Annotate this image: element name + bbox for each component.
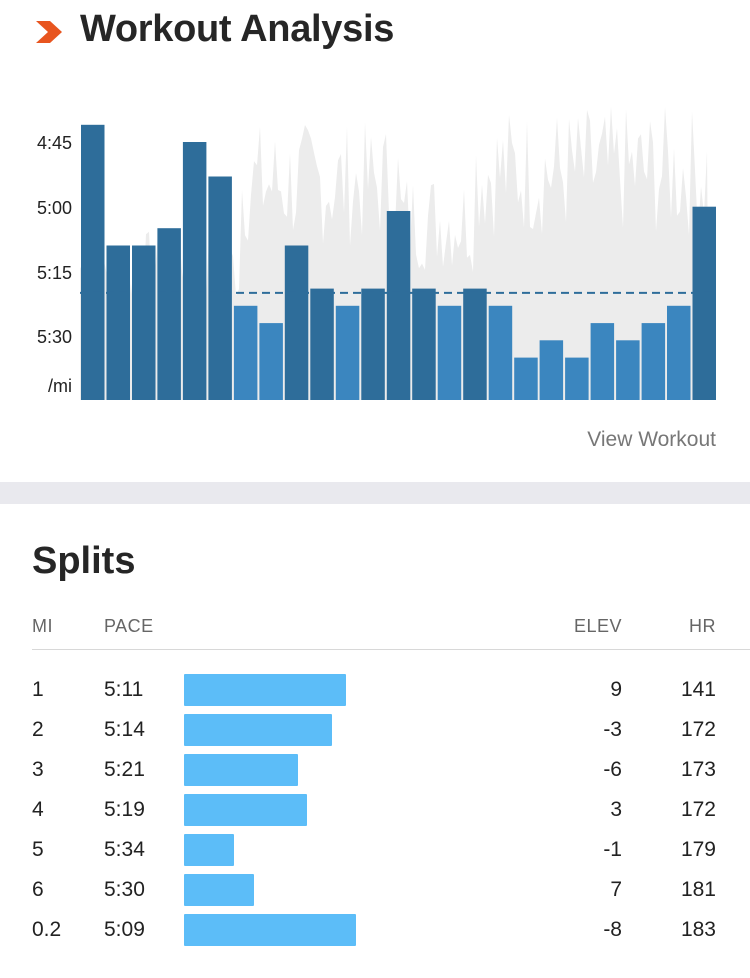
column-header-pace: PACE bbox=[104, 616, 154, 636]
split-heart-rate: 172 bbox=[680, 718, 716, 741]
split-pace: 5:21 bbox=[104, 758, 145, 781]
split-row[interactable]: 3 5:21 -6 173 bbox=[0, 750, 750, 790]
split-pace: 5:09 bbox=[104, 918, 145, 941]
pace-bar[interactable] bbox=[667, 305, 691, 400]
split-mile: 5 bbox=[32, 838, 44, 861]
split-pace-bar bbox=[184, 834, 235, 866]
pace-bar[interactable] bbox=[132, 245, 156, 401]
pace-bar[interactable] bbox=[463, 288, 487, 400]
pace-bar[interactable] bbox=[616, 340, 640, 400]
split-heart-rate: 181 bbox=[680, 878, 716, 901]
pace-bar[interactable] bbox=[565, 357, 589, 400]
pace-bar[interactable] bbox=[641, 323, 666, 400]
pace-bar[interactable] bbox=[182, 142, 207, 400]
pace-bar[interactable] bbox=[539, 340, 564, 400]
y-unit-label: /mi bbox=[48, 376, 72, 396]
header-divider bbox=[32, 649, 750, 650]
split-mile: 1 bbox=[32, 678, 44, 701]
split-elevation: 7 bbox=[610, 878, 622, 901]
pace-bar[interactable] bbox=[335, 305, 360, 400]
split-row[interactable]: 0.2 5:09 -8 183 bbox=[0, 910, 750, 950]
split-row[interactable]: 1 5:11 9 141 bbox=[0, 670, 750, 710]
split-pace-bar bbox=[184, 674, 347, 706]
split-mile: 4 bbox=[32, 798, 44, 821]
pace-bar[interactable] bbox=[233, 305, 258, 400]
split-row[interactable]: 4 5:19 3 172 bbox=[0, 790, 750, 830]
split-heart-rate: 141 bbox=[680, 678, 716, 701]
y-tick-label: 4:45 bbox=[36, 133, 72, 153]
split-pace-bar bbox=[184, 714, 332, 746]
split-pace: 5:11 bbox=[104, 678, 144, 701]
split-row[interactable]: 5 5:34 -1 179 bbox=[0, 830, 750, 870]
split-heart-rate: 173 bbox=[680, 758, 716, 781]
pace-bar[interactable] bbox=[310, 288, 334, 400]
split-pace: 5:30 bbox=[104, 878, 145, 901]
split-elevation: -6 bbox=[603, 758, 622, 781]
split-elevation: -1 bbox=[603, 838, 622, 861]
split-elevation: -3 bbox=[603, 718, 622, 741]
splits-title: Splits bbox=[32, 540, 136, 582]
pace-bar[interactable] bbox=[692, 206, 717, 400]
y-tick-label: 5:00 bbox=[36, 198, 72, 218]
section-divider bbox=[0, 482, 750, 504]
pace-bar[interactable] bbox=[208, 176, 232, 401]
split-heart-rate: 183 bbox=[680, 918, 716, 941]
split-pace: 5:14 bbox=[104, 718, 145, 741]
pace-bar[interactable] bbox=[437, 305, 462, 400]
workout-analysis-card: Workout Analysis 4:45 5:00 5:15 5:30 /mi… bbox=[0, 0, 750, 482]
split-row[interactable]: 2 5:14 -3 172 bbox=[0, 710, 750, 750]
split-pace-bar bbox=[184, 914, 356, 946]
pace-bar[interactable] bbox=[590, 323, 615, 400]
split-pace: 5:34 bbox=[104, 838, 145, 861]
pace-bar[interactable] bbox=[412, 288, 436, 400]
pace-bar[interactable] bbox=[157, 228, 181, 400]
split-pace-bar bbox=[184, 754, 298, 786]
split-elevation: 9 bbox=[610, 678, 622, 701]
split-row[interactable]: 6 5:30 7 181 bbox=[0, 870, 750, 910]
strava-chevron-icon bbox=[36, 21, 62, 43]
pace-bar[interactable] bbox=[284, 245, 309, 401]
pace-bar[interactable] bbox=[386, 211, 411, 400]
split-heart-rate: 179 bbox=[680, 838, 716, 861]
pace-chart[interactable] bbox=[0, 70, 750, 410]
column-header-hr: HR bbox=[689, 616, 716, 636]
split-heart-rate: 172 bbox=[680, 798, 716, 821]
view-workout-link[interactable]: View Workout bbox=[587, 428, 716, 451]
split-elevation: -8 bbox=[603, 918, 622, 941]
y-tick-label: 5:15 bbox=[36, 263, 72, 283]
splits-card: Splits MI PACE ELEV HR 1 5:11 9 141 2 5:14 -3 1… bbox=[0, 504, 750, 978]
column-header-mi: MI bbox=[32, 616, 53, 636]
split-elevation: 3 bbox=[610, 798, 622, 821]
y-tick-label: 5:30 bbox=[36, 327, 72, 347]
split-mile: 2 bbox=[32, 718, 44, 741]
pace-bar[interactable] bbox=[514, 357, 538, 400]
split-mile: 3 bbox=[32, 758, 44, 781]
pace-bar[interactable] bbox=[488, 305, 513, 400]
page-title: Workout Analysis bbox=[80, 8, 395, 50]
pace-bar[interactable] bbox=[81, 124, 105, 401]
pace-bar[interactable] bbox=[106, 245, 131, 401]
column-header-elev: ELEV bbox=[573, 616, 622, 636]
split-mile: 0.2 bbox=[32, 918, 62, 941]
pace-bar[interactable] bbox=[361, 288, 385, 400]
split-pace-bar bbox=[184, 794, 308, 826]
split-pace-bar bbox=[184, 874, 254, 906]
split-mile: 6 bbox=[32, 878, 44, 901]
pace-bar[interactable] bbox=[259, 323, 283, 400]
split-pace: 5:19 bbox=[104, 798, 145, 821]
